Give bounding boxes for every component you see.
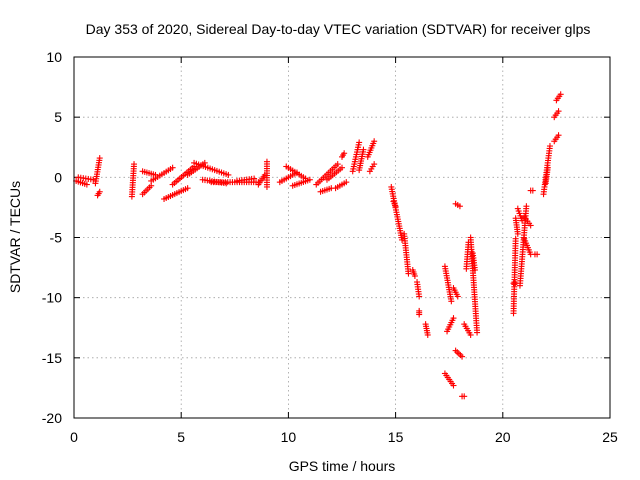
- grid: [74, 57, 610, 418]
- data-point: [360, 146, 367, 153]
- plot-frame: [73, 56, 611, 419]
- data-point: [523, 203, 530, 210]
- data-point: [546, 143, 553, 150]
- data-point: [356, 139, 363, 146]
- x-axis-label: GPS time / hours: [289, 458, 396, 474]
- data-point: [448, 298, 455, 305]
- data-point: [399, 236, 406, 243]
- x-tick-label: 10: [281, 429, 297, 445]
- data-point: [96, 155, 103, 162]
- data-point: [512, 235, 519, 242]
- data-point: [416, 311, 423, 318]
- chart-title: Day 353 of 2020, Sidereal Day-to-day VTE…: [86, 21, 591, 37]
- data-point: [456, 203, 463, 210]
- data-point: [467, 331, 474, 338]
- data-point: [405, 270, 412, 277]
- data-point: [411, 273, 418, 280]
- y-tick-label: -10: [42, 290, 62, 306]
- x-tick-label: 0: [70, 429, 78, 445]
- data-point: [131, 161, 138, 168]
- x-tick-label: 15: [388, 429, 404, 445]
- data-point: [544, 164, 551, 171]
- y-axis-label: SDTVAR / TECUs: [7, 181, 23, 293]
- data-point: [424, 331, 431, 338]
- data-point: [450, 382, 457, 389]
- data-point: [339, 164, 345, 171]
- data-point: [555, 108, 562, 115]
- data-point: [371, 161, 378, 168]
- tick-labels: 0 5 10 15 20 25 -20 -15 -10 -5 0 5 10: [42, 49, 618, 445]
- data-point: [534, 251, 541, 258]
- data-point: [459, 353, 466, 360]
- data-points: [73, 91, 564, 400]
- data-point: [306, 176, 313, 183]
- data-point: [416, 293, 423, 300]
- data-point: [529, 187, 536, 194]
- data-point: [341, 150, 348, 157]
- data-point: [169, 164, 176, 171]
- data-point: [83, 181, 90, 188]
- data-point: [555, 132, 562, 139]
- y-tick-label: -20: [42, 410, 62, 426]
- data-point: [461, 393, 468, 400]
- y-tick-label: -15: [42, 350, 62, 366]
- y-tick-label: -5: [50, 230, 63, 246]
- data-point: [263, 158, 270, 165]
- x-tick-label: 25: [602, 429, 618, 445]
- data-point: [371, 138, 378, 145]
- data-point: [527, 222, 534, 229]
- data-point: [474, 329, 481, 336]
- x-tick-label: 5: [177, 429, 185, 445]
- data-point: [96, 188, 103, 195]
- data-point: [514, 230, 521, 237]
- data-point: [392, 203, 399, 210]
- y-tick-label: 5: [54, 109, 62, 125]
- data-point: [450, 315, 457, 322]
- data-point: [471, 266, 478, 273]
- data-point: [225, 171, 232, 178]
- data-point: [334, 161, 341, 168]
- data-point: [251, 175, 258, 182]
- data-point: [343, 179, 350, 186]
- data-point: [201, 159, 208, 166]
- x-tick-label: 20: [495, 429, 511, 445]
- y-tick-label: 10: [46, 49, 62, 65]
- data-point: [454, 293, 461, 300]
- data-point: [557, 91, 564, 98]
- y-tick-label: 0: [54, 169, 62, 185]
- data-point: [184, 185, 191, 192]
